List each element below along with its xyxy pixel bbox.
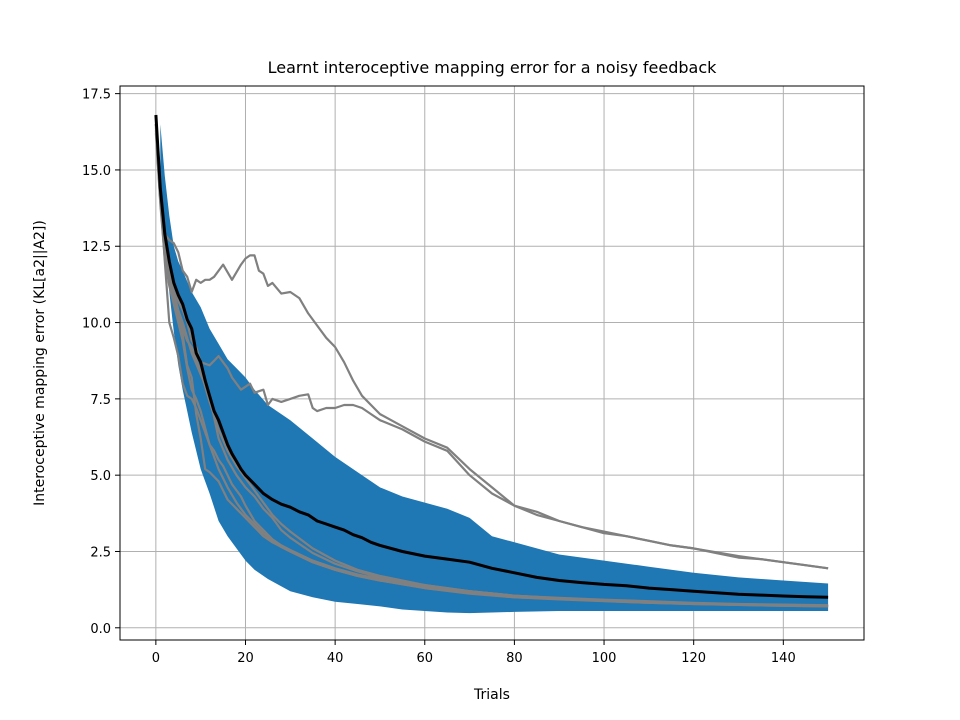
y-axis-label: Interoceptive mapping error (KL[a2||A2]) [32, 220, 48, 506]
y-tick-label: 17.5 [82, 88, 111, 103]
x-tick-label: 100 [592, 651, 617, 666]
x-tick-label: 120 [681, 651, 706, 666]
band-layer [160, 124, 829, 614]
x-tick-label: 140 [771, 651, 796, 666]
run-lines [154, 124, 829, 608]
variance-band [160, 124, 829, 614]
ticks: 0 20 40 60 80 100 120 140 0.0 2.5 5.0 7.5 10.0 12.5 15… [82, 88, 796, 666]
mean-line-layer [154, 114, 829, 599]
y-tick-label: 0.0 [90, 622, 111, 637]
y-tick-label: 15.0 [82, 164, 111, 179]
mean-line [154, 114, 829, 599]
chart-title: Learnt interoceptive mapping error for a… [268, 58, 718, 77]
y-tick-label: 7.5 [90, 393, 111, 408]
x-tick-label: 20 [237, 651, 254, 666]
x-tick-label: 0 [152, 651, 160, 666]
plot-frame [119, 85, 865, 641]
x-tick-label: 60 [416, 651, 433, 666]
x-tick-label: 40 [327, 651, 344, 666]
y-tick-label: 10.0 [82, 317, 111, 332]
x-axis-label: Trials [473, 687, 510, 703]
y-tick-label: 5.0 [90, 469, 111, 484]
y-tick-label: 12.5 [82, 240, 111, 255]
run-line-7 [154, 133, 829, 608]
y-tick-label: 2.5 [90, 545, 111, 560]
x-tick-label: 80 [506, 651, 523, 666]
